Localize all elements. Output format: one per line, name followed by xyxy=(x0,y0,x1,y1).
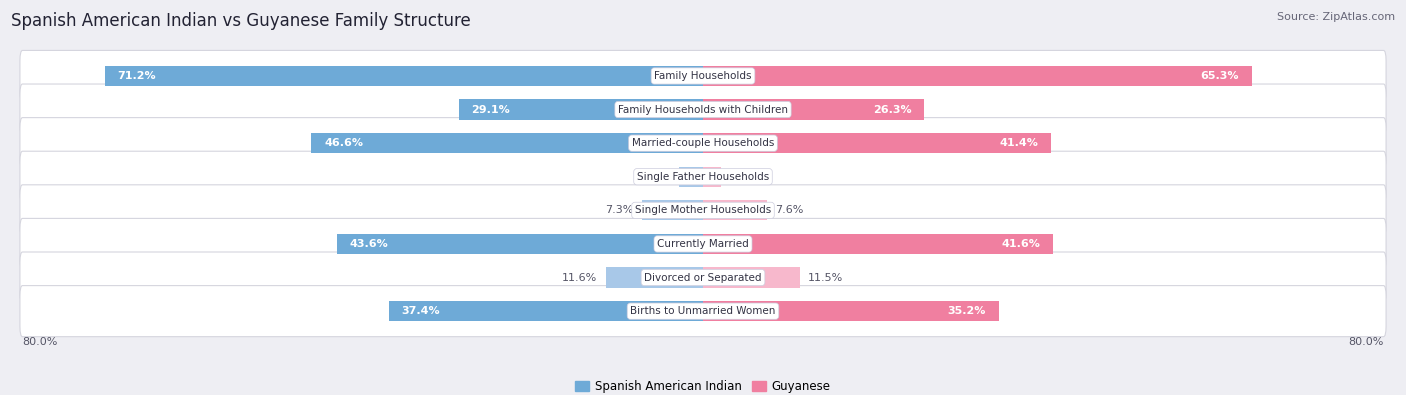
Bar xyxy=(703,66,1251,86)
Text: 11.5%: 11.5% xyxy=(808,273,844,282)
Text: 43.6%: 43.6% xyxy=(349,239,388,249)
FancyBboxPatch shape xyxy=(20,286,1386,337)
Text: Source: ZipAtlas.com: Source: ZipAtlas.com xyxy=(1277,12,1395,22)
Text: 37.4%: 37.4% xyxy=(401,306,440,316)
Text: 71.2%: 71.2% xyxy=(117,71,156,81)
Text: 26.3%: 26.3% xyxy=(873,105,911,115)
Bar xyxy=(703,267,800,288)
Text: 80.0%: 80.0% xyxy=(22,337,58,347)
Bar xyxy=(458,100,703,120)
Bar xyxy=(703,133,1050,153)
Bar xyxy=(703,200,766,220)
Bar xyxy=(641,200,703,220)
Text: Births to Unmarried Women: Births to Unmarried Women xyxy=(630,306,776,316)
FancyBboxPatch shape xyxy=(20,84,1386,135)
FancyBboxPatch shape xyxy=(20,51,1386,102)
Bar xyxy=(389,301,703,321)
FancyBboxPatch shape xyxy=(20,151,1386,202)
Text: 7.6%: 7.6% xyxy=(775,205,804,215)
FancyBboxPatch shape xyxy=(20,185,1386,236)
Bar xyxy=(703,100,924,120)
Text: 41.4%: 41.4% xyxy=(1000,138,1038,148)
Bar xyxy=(703,234,1053,254)
Text: 2.9%: 2.9% xyxy=(641,172,671,182)
Bar xyxy=(679,167,703,187)
Text: 35.2%: 35.2% xyxy=(948,306,986,316)
Text: 80.0%: 80.0% xyxy=(1348,337,1384,347)
Text: Family Households: Family Households xyxy=(654,71,752,81)
FancyBboxPatch shape xyxy=(20,252,1386,303)
Text: 65.3%: 65.3% xyxy=(1201,71,1239,81)
Text: 46.6%: 46.6% xyxy=(323,138,363,148)
Text: Family Households with Children: Family Households with Children xyxy=(619,105,787,115)
Text: Single Mother Households: Single Mother Households xyxy=(636,205,770,215)
Text: 29.1%: 29.1% xyxy=(471,105,510,115)
FancyBboxPatch shape xyxy=(20,118,1386,169)
Text: Currently Married: Currently Married xyxy=(657,239,749,249)
Text: 41.6%: 41.6% xyxy=(1001,239,1040,249)
Bar xyxy=(105,66,703,86)
Text: 2.1%: 2.1% xyxy=(730,172,758,182)
Text: 7.3%: 7.3% xyxy=(605,205,633,215)
Bar xyxy=(312,133,703,153)
Text: Married-couple Households: Married-couple Households xyxy=(631,138,775,148)
Text: 11.6%: 11.6% xyxy=(562,273,598,282)
Legend: Spanish American Indian, Guyanese: Spanish American Indian, Guyanese xyxy=(571,376,835,395)
Text: Single Father Households: Single Father Households xyxy=(637,172,769,182)
Bar xyxy=(703,167,721,187)
Bar xyxy=(703,301,998,321)
Text: Divorced or Separated: Divorced or Separated xyxy=(644,273,762,282)
Bar xyxy=(336,234,703,254)
FancyBboxPatch shape xyxy=(20,218,1386,269)
Bar xyxy=(606,267,703,288)
Text: Spanish American Indian vs Guyanese Family Structure: Spanish American Indian vs Guyanese Fami… xyxy=(11,12,471,30)
